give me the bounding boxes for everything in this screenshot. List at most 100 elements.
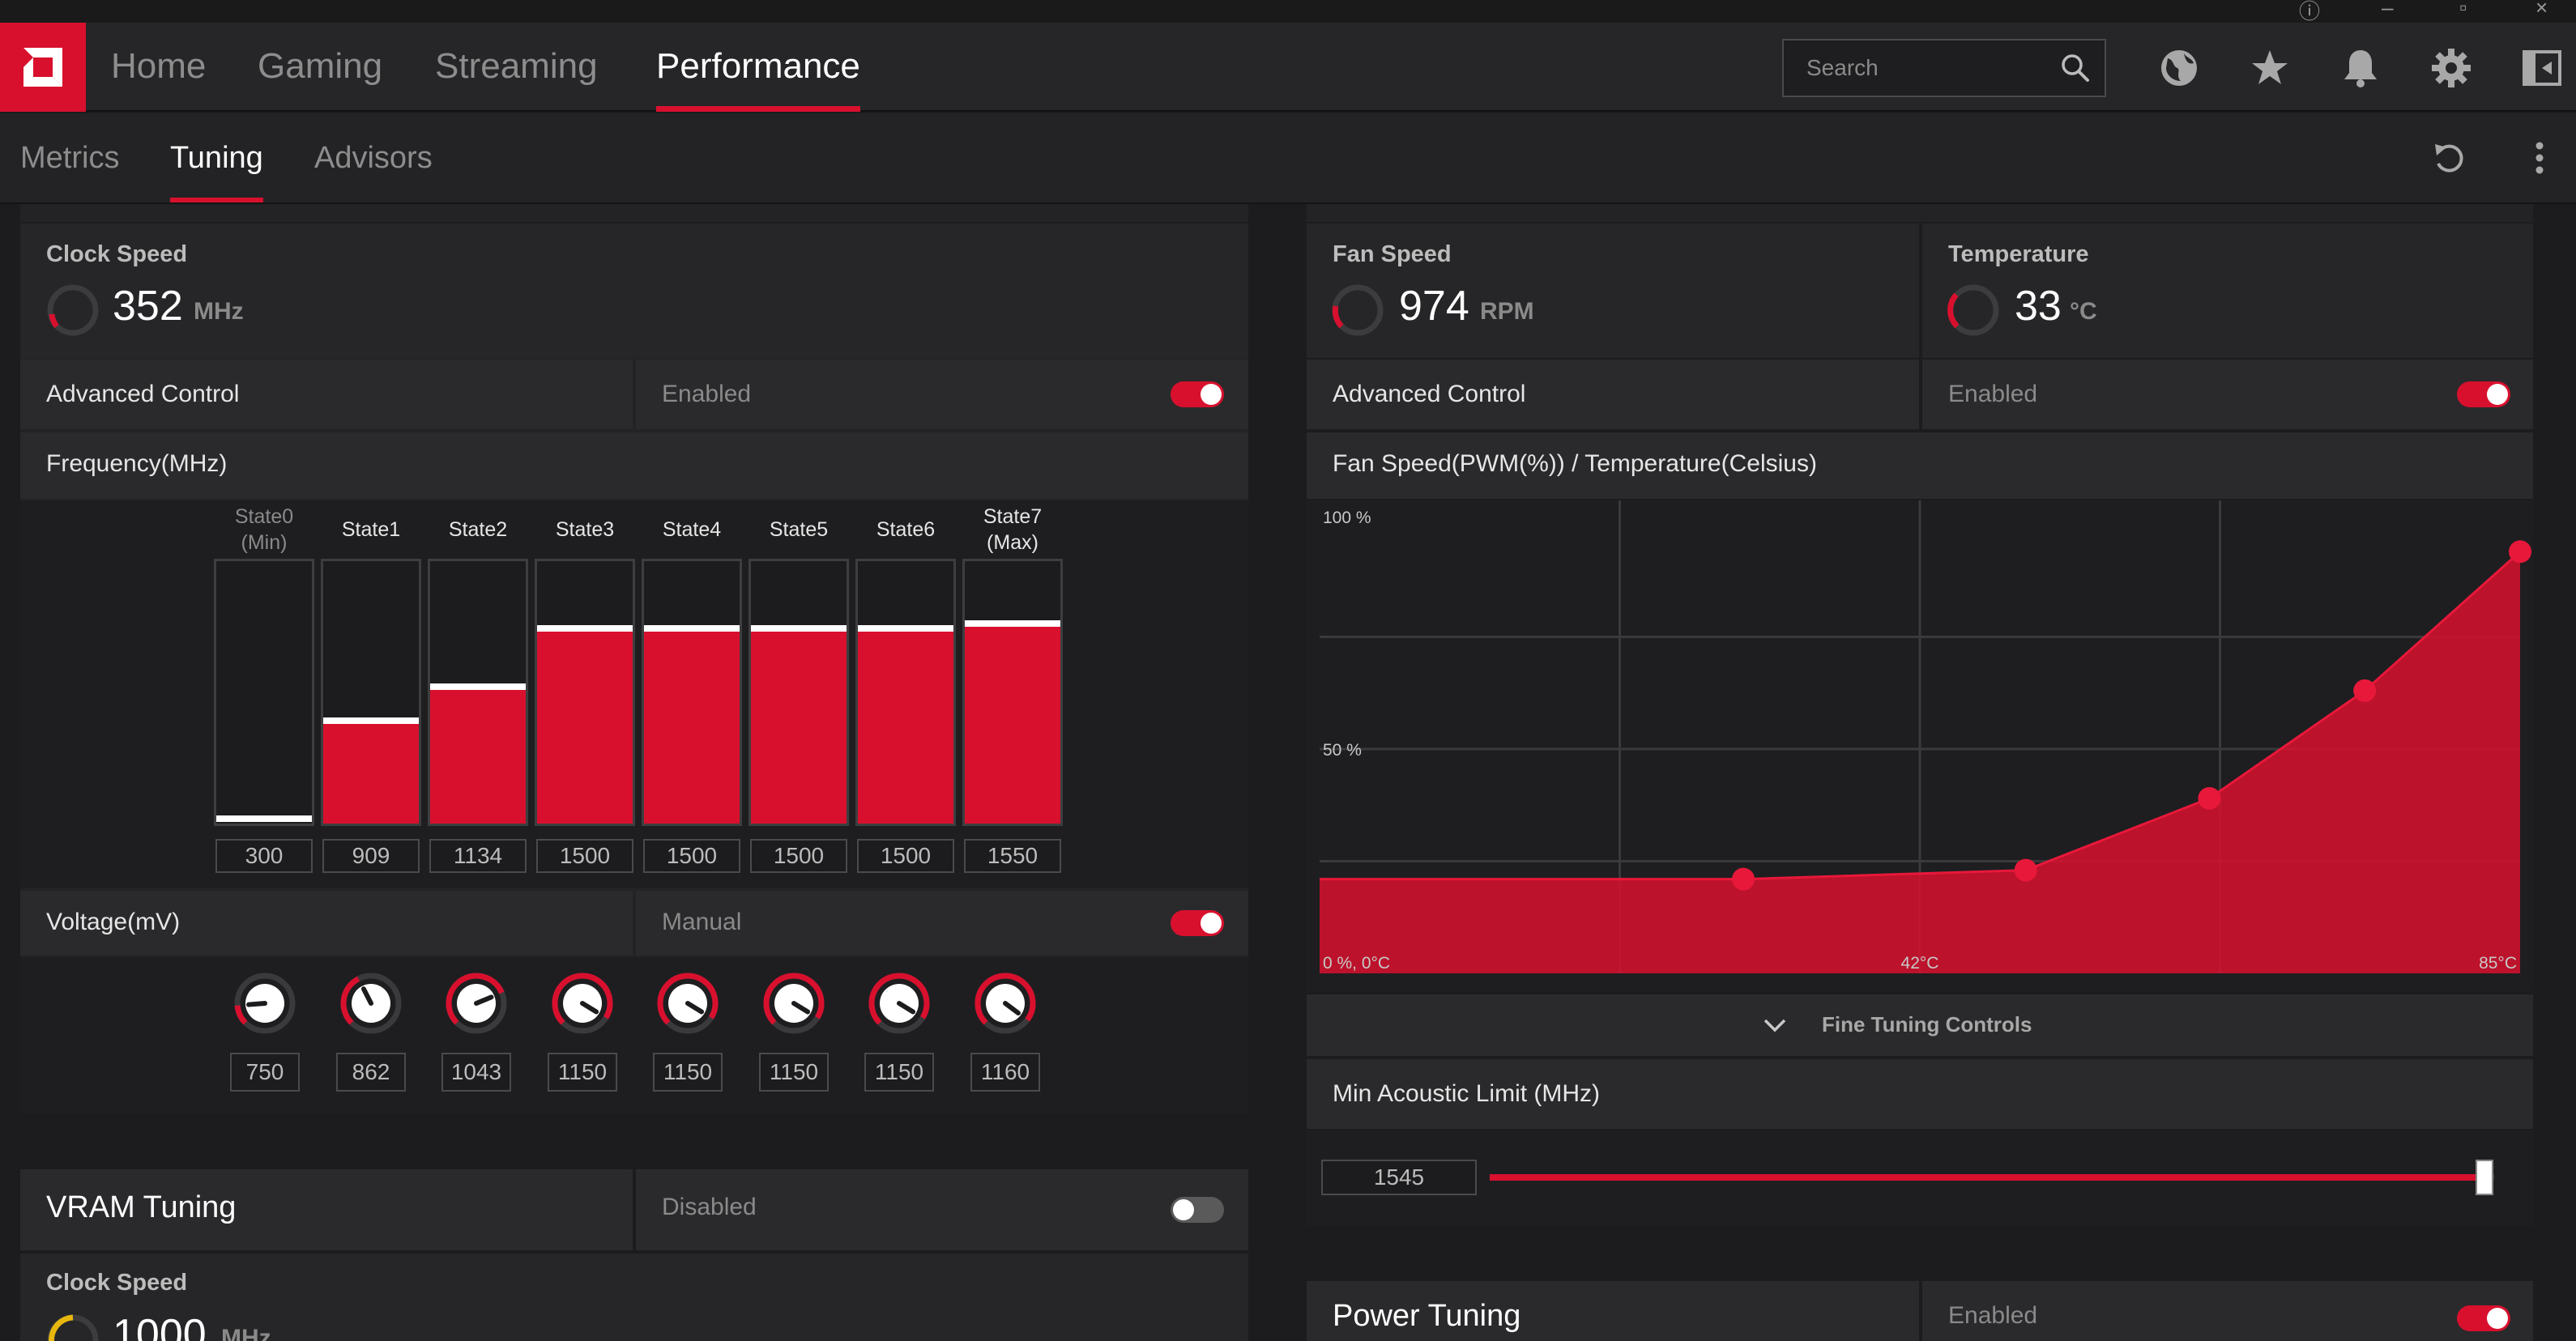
clock-gauge-icon [47, 284, 99, 336]
min-acoustic-slider-handle[interactable] [2476, 1160, 2493, 1195]
frequency-bar-handle[interactable] [858, 625, 953, 632]
search-box[interactable] [1782, 39, 2106, 97]
voltage-knob-pointer [685, 1001, 705, 1015]
state-label-name: State5 [769, 518, 829, 541]
voltage-knob[interactable] [441, 968, 511, 1038]
fan-curve-point[interactable] [2353, 679, 2377, 702]
voltage-value-input[interactable]: 1150 [759, 1053, 829, 1092]
search-input[interactable] [1806, 55, 2049, 81]
voltage-knob-arc [446, 973, 505, 1025]
nav-tab-home[interactable]: Home [111, 46, 207, 86]
frequency-value-input[interactable]: 1134 [429, 839, 527, 873]
voltage-value-input[interactable]: 1150 [864, 1053, 934, 1092]
frequency-bar-handle[interactable] [965, 620, 1060, 627]
voltage-value-input[interactable]: 1150 [653, 1053, 723, 1092]
fan-curve-point[interactable] [2509, 540, 2531, 564]
voltage-knob[interactable] [759, 968, 829, 1038]
fan-curve-point[interactable] [1732, 867, 1755, 891]
frequency-state-bar[interactable] [962, 559, 1063, 826]
voltage-value-input[interactable]: 1043 [441, 1053, 511, 1092]
fine-tuning-label[interactable]: Fine Tuning Controls [1822, 1012, 2032, 1037]
voltage-knob-arc [868, 973, 930, 1025]
frequency-value-input[interactable]: 300 [215, 839, 313, 873]
frequency-state-bar[interactable] [428, 559, 528, 826]
tab-advisors[interactable]: Advisors [314, 141, 433, 175]
nav-tab-gaming[interactable]: Gaming [258, 46, 383, 86]
voltage-label: Voltage(mV) [46, 909, 181, 935]
nav-tab-performance[interactable]: Performance [656, 42, 860, 112]
clock-speed-value: 352 [113, 283, 183, 330]
min-acoustic-value[interactable]: 1545 [1321, 1160, 1477, 1195]
voltage-value-input[interactable]: 862 [336, 1053, 406, 1092]
fan-gauge-icon [1332, 284, 1384, 336]
frequency-state-bar[interactable] [748, 559, 849, 826]
star-icon[interactable] [2247, 45, 2292, 91]
fine-tuning-row[interactable]: Fine Tuning Controls [1307, 994, 2533, 1056]
voltage-value-input[interactable]: 1160 [970, 1053, 1040, 1092]
frequency-state-bar[interactable] [642, 559, 742, 826]
amd-logo[interactable] [0, 23, 86, 112]
voltage-knob[interactable] [653, 968, 723, 1038]
minimize-icon[interactable]: – [2382, 0, 2394, 19]
voltage-knob[interactable] [230, 968, 300, 1038]
power-tuning-title-cell: Power Tuning [1307, 1281, 1919, 1341]
sidebar-toggle-icon[interactable] [2519, 45, 2565, 91]
bell-icon[interactable] [2338, 45, 2383, 91]
frequency-value-input[interactable]: 1500 [643, 839, 740, 873]
vram-clock-cell: Clock Speed 1000 MHz [20, 1254, 1248, 1341]
voltage-knob[interactable] [864, 968, 934, 1038]
search-icon[interactable] [2059, 52, 2092, 84]
gear-icon[interactable] [2429, 45, 2474, 91]
voltage-knob[interactable] [336, 968, 406, 1038]
frequency-value-input[interactable]: 1500 [536, 839, 633, 873]
frequency-state-bar[interactable] [321, 559, 421, 826]
more-options-icon[interactable] [2527, 138, 2552, 178]
frequency-bar-handle[interactable] [216, 815, 312, 822]
frequency-value-input[interactable]: 1500 [857, 839, 954, 873]
frequency-state-bar[interactable] [214, 559, 314, 826]
fan-advanced-control-toggle[interactable] [2457, 381, 2510, 407]
globe-icon[interactable] [2156, 45, 2202, 91]
help-icon[interactable]: ⓘ [2299, 0, 2321, 23]
voltage-knob-pointer [474, 994, 494, 1006]
power-tuning-state-cell: Enabled [1922, 1281, 2533, 1341]
voltage-knob-dial [446, 973, 507, 1034]
vram-toggle[interactable] [1171, 1197, 1224, 1223]
voltage-knob[interactable] [970, 968, 1040, 1038]
chevron-down-icon[interactable] [1762, 1014, 1788, 1037]
tab-metrics[interactable]: Metrics [20, 141, 120, 175]
advanced-control-label: Advanced Control [46, 381, 240, 407]
frequency-value-input[interactable]: 909 [322, 839, 420, 873]
maximize-icon[interactable]: ▫ [2459, 0, 2467, 19]
frequency-bar-handle[interactable] [537, 625, 633, 632]
frequency-value-input[interactable]: 1550 [964, 839, 1061, 873]
state-label: State0 (Min) [214, 504, 314, 556]
nav-tab-streaming[interactable]: Streaming [435, 46, 598, 86]
frequency-bar-handle[interactable] [323, 717, 419, 724]
frequency-bar-fill [965, 627, 1060, 824]
voltage-toggle[interactable] [1171, 910, 1224, 936]
voltage-knob-dial [763, 973, 825, 1034]
frequency-bar-handle[interactable] [751, 625, 847, 632]
reset-icon[interactable] [2429, 138, 2469, 178]
state-label-name: State0 [234, 505, 294, 528]
frequency-state-bar[interactable] [855, 559, 956, 826]
frequency-value-input[interactable]: 1500 [750, 839, 847, 873]
voltage-knob[interactable] [548, 968, 617, 1038]
frequency-bar-handle[interactable] [644, 625, 740, 632]
min-acoustic-slider-track[interactable] [1490, 1160, 2494, 1195]
fan-curve-point[interactable] [2014, 858, 2037, 882]
advanced-control-toggle[interactable] [1171, 381, 1224, 407]
fan-curve-point[interactable] [2198, 786, 2221, 810]
tab-tuning[interactable]: Tuning [170, 138, 263, 202]
fan-advanced-control-label: Advanced Control [1333, 381, 1526, 407]
frequency-bar-handle[interactable] [430, 683, 526, 690]
fan-curve-chart[interactable]: 100 % 50 % 0 %, 0°C 42°C 85°C [1307, 500, 2533, 991]
frequency-state-bar[interactable] [535, 559, 635, 826]
voltage-value-input[interactable]: 750 [230, 1053, 300, 1092]
x-tick-label-42: 42°C [1901, 954, 1939, 973]
voltage-value-input[interactable]: 1150 [548, 1053, 617, 1092]
close-icon[interactable]: × [2535, 0, 2548, 19]
state-label: State3 [535, 517, 635, 543]
power-tuning-toggle[interactable] [2457, 1305, 2510, 1331]
